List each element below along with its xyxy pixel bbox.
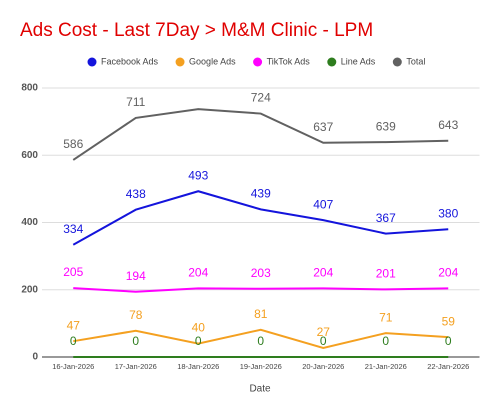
data-label: 643 (438, 118, 458, 132)
x-tick-label: 17-Jan-2026 (115, 362, 157, 371)
x-tick-label: 16-Jan-2026 (52, 362, 94, 371)
data-label: 0 (445, 334, 452, 348)
data-label: 201 (376, 267, 396, 281)
data-label: 639 (376, 119, 396, 133)
data-label: 27 (317, 325, 331, 339)
data-label: 0 (257, 334, 264, 348)
data-label: 711 (126, 95, 145, 109)
data-label: 205 (63, 265, 83, 279)
y-tick-label: 800 (21, 83, 38, 94)
legend-label: TikTok Ads (267, 56, 311, 66)
data-label: 204 (313, 266, 333, 280)
data-label: 334 (63, 222, 83, 236)
x-tick-label: 21-Jan-2026 (365, 362, 407, 371)
data-label: 204 (438, 266, 458, 280)
data-label: 203 (251, 266, 271, 280)
x-tick-label: 20-Jan-2026 (302, 362, 344, 371)
data-label: 380 (438, 206, 458, 220)
x-tick-label: 19-Jan-2026 (240, 362, 282, 371)
y-tick-label: 200 (21, 284, 38, 295)
data-label: 194 (126, 269, 146, 283)
data-label: 40 (192, 321, 206, 335)
legend-marker (392, 57, 402, 67)
data-label: 367 (376, 211, 396, 225)
legend-marker (87, 57, 97, 67)
series-line (72, 190, 449, 246)
data-label: 59 (442, 314, 456, 328)
data-label: 47 (67, 318, 81, 332)
y-tick-label: 0 (32, 352, 38, 363)
data-label: 78 (129, 308, 143, 322)
data-label: 204 (188, 266, 208, 280)
y-tick-label: 400 (21, 217, 38, 228)
data-label: 0 (70, 334, 77, 348)
legend-label: Line Ads (341, 56, 376, 66)
series-line (72, 108, 449, 161)
data-label: 0 (132, 334, 139, 348)
legend-label: Facebook Ads (101, 56, 159, 66)
x-tick-label: 18-Jan-2026 (177, 362, 219, 371)
chart-title: Ads Cost - Last 7Day > M&M Clinic - LPM (20, 20, 373, 41)
x-tick-label: 22-Jan-2026 (427, 362, 469, 371)
legend-label: Google Ads (189, 56, 236, 66)
data-label: 0 (382, 334, 389, 348)
data-label: 407 (313, 197, 333, 211)
legend-marker (175, 57, 185, 67)
legend-marker (327, 57, 337, 67)
legend-label: Total (406, 56, 425, 66)
data-label: 586 (63, 137, 83, 151)
data-label: 724 (251, 91, 271, 105)
data-label: 493 (188, 168, 208, 182)
data-label: 71 (379, 310, 393, 324)
data-label: 81 (254, 307, 268, 321)
data-label: 0 (195, 334, 202, 348)
data-label: 0 (320, 334, 327, 348)
x-axis-label: Date (249, 384, 271, 395)
y-tick-label: 600 (21, 150, 38, 161)
series-line (73, 287, 449, 293)
data-label: 637 (313, 120, 333, 134)
legend-marker (253, 57, 263, 67)
data-label: 438 (126, 187, 146, 201)
data-label: 439 (251, 187, 271, 201)
series-line (73, 328, 449, 349)
